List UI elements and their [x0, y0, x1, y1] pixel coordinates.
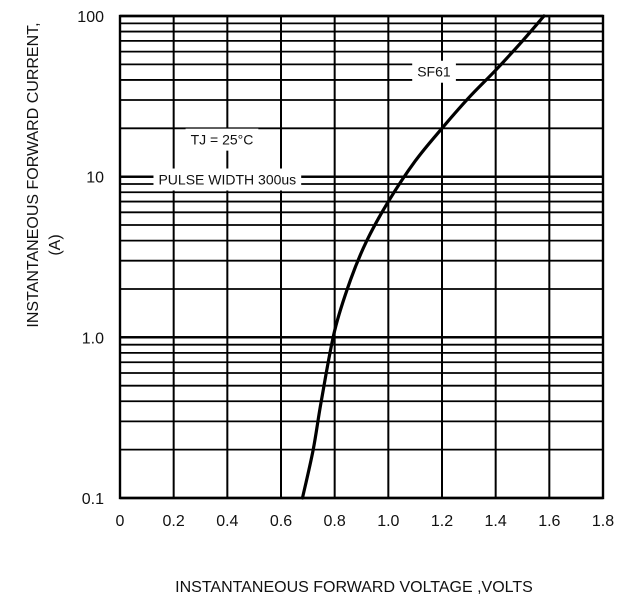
x-axis-title: INSTANTANEOUS FORWARD VOLTAGE ,VOLTS	[175, 579, 533, 596]
tick-label-layer: 0 0.2 0.4 0.6 0.8 1.0 1.2 1.4 1.6 1.8 0.1 1.0 10 100	[77, 9, 614, 530]
y-tick-label: 100	[77, 9, 104, 26]
grid-minor-lines	[120, 22, 603, 451]
x-tick-label: 1.6	[538, 513, 560, 530]
x-tick-label: 0	[116, 513, 125, 530]
series-line-sf61	[300, 14, 546, 500]
x-tick-label: 1.2	[431, 513, 453, 530]
x-tick-label: 0.8	[324, 513, 346, 530]
x-tick-label: 0.6	[270, 513, 292, 530]
x-tick-label: 1.8	[592, 513, 614, 530]
annotation-label: TJ = 25°C	[191, 132, 254, 148]
x-tick-label: 1.0	[377, 513, 399, 530]
annotation-background	[185, 128, 259, 151]
x-tick-label: 1.4	[485, 513, 507, 530]
grid-major-lines	[118, 14, 605, 500]
annotation-label: PULSE WIDTH 300us	[158, 172, 296, 188]
annotation-background	[412, 60, 456, 83]
x-tick-label: 0.4	[216, 513, 238, 530]
annotation: TJ = 25°C	[185, 128, 259, 151]
y-axis-unit: (A)	[47, 234, 64, 255]
annotation-layer: SF61 TJ = 25°C PULSE WIDTH 300us	[153, 60, 456, 191]
series-layer	[300, 14, 546, 500]
y-axis-title: INSTANTANEOUS FORWARD CURRENT,	[25, 22, 42, 327]
y-tick-label: 1.0	[82, 330, 104, 347]
annotation-background	[153, 168, 302, 191]
y-tick-label: 10	[86, 170, 104, 187]
y-tick-label: 0.1	[82, 491, 104, 508]
annotation: SF61	[412, 60, 456, 83]
x-tick-label: 0.2	[163, 513, 185, 530]
plot-frame	[118, 14, 605, 500]
annotation: PULSE WIDTH 300us	[153, 168, 302, 191]
annotation-label: SF61	[417, 64, 451, 80]
